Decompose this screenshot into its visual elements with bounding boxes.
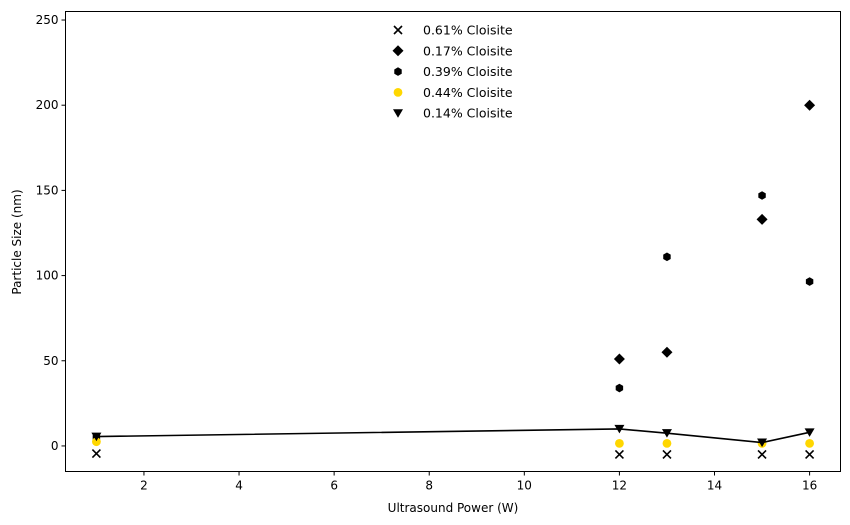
data-point [661, 346, 673, 358]
legend-label: 0.17% Cloisite [423, 43, 513, 58]
x-axis: 2 4 6 8 10 12 14 16 [140, 471, 817, 493]
legend-item: 0.39% Cloisite [394, 64, 513, 79]
y-tick-label: 250 [36, 13, 59, 27]
data-point [662, 438, 672, 448]
plot-frame [65, 11, 841, 472]
series-3 [92, 437, 814, 448]
series-2 [92, 191, 814, 442]
data-point [91, 449, 101, 459]
data-point [757, 449, 767, 460]
legend-item: 0.17% Cloisite [392, 43, 513, 58]
data-point [615, 438, 624, 448]
data-point [804, 428, 815, 437]
legend-marker [393, 25, 403, 35]
data-point [91, 432, 102, 442]
data-point [805, 438, 814, 448]
legend-label: 0.44% Cloisite [423, 85, 513, 100]
x-tick-label: 2 [140, 479, 148, 493]
legend-label: 0.39% Cloisite [423, 64, 513, 79]
data-point [758, 191, 766, 200]
legend-label: 0.61% Cloisite [423, 23, 513, 38]
x-tick-label: 6 [330, 479, 338, 493]
legend-item: 0.61% Cloisite [393, 23, 513, 38]
data-point [757, 438, 768, 448]
data-point [804, 99, 816, 111]
y-axis-label: Particle Size (nm) [10, 189, 24, 294]
data-point [662, 449, 672, 460]
x-tick-label: 14 [707, 479, 722, 493]
y-tick-label: 200 [36, 98, 59, 112]
legend-marker [392, 45, 404, 57]
plot-area [91, 99, 816, 460]
series-1 [613, 99, 816, 365]
y-tick-label: 100 [36, 269, 59, 283]
x-axis-label: Ultrasound Power (W) [388, 501, 519, 515]
y-tick-label: 0 [51, 439, 59, 453]
y-tick-label: 150 [36, 183, 59, 197]
data-point [661, 429, 672, 438]
data-point [613, 353, 625, 365]
legend-marker [393, 109, 403, 118]
x-tick-label: 10 [517, 479, 532, 493]
legend-item: 0.44% Cloisite [393, 85, 513, 100]
series-0 [91, 449, 815, 460]
x-tick-label: 16 [802, 479, 817, 493]
data-point [614, 449, 624, 460]
y-axis: 0 50 100 150 200 250 [36, 13, 66, 453]
legend-item: 0.14% Cloisite [393, 106, 513, 121]
series-4 [91, 424, 815, 448]
x-tick-label: 4 [235, 479, 243, 493]
data-point [92, 437, 101, 447]
legend-label: 0.14% Cloisite [423, 106, 513, 121]
legend: 0.61% Cloisite 0.17% Cloisite 0.39% Cloisi… [392, 23, 513, 121]
legend-marker [393, 88, 403, 97]
y-tick-label: 50 [43, 354, 58, 368]
data-point [614, 424, 625, 434]
data-point [805, 449, 815, 460]
x-tick-label: 12 [612, 479, 627, 493]
x-tick-label: 8 [425, 479, 433, 493]
legend-marker [394, 67, 402, 76]
data-point [663, 252, 671, 262]
data-point [756, 213, 768, 225]
data-point [805, 277, 814, 286]
series-line [96, 428, 810, 444]
data-point [615, 383, 624, 393]
